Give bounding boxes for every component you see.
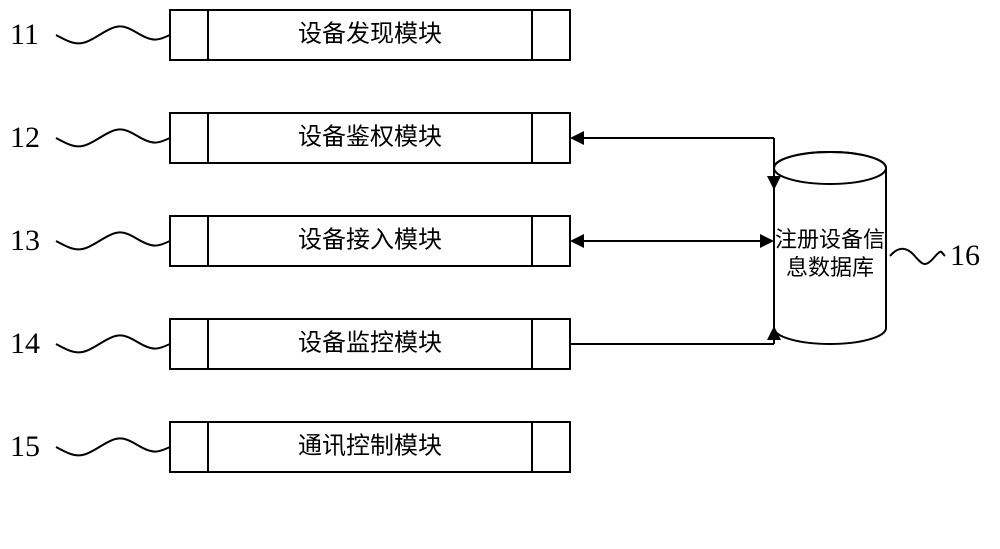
squiggle-12 (56, 129, 170, 146)
module-11-label: 设备发现模块 (298, 21, 442, 48)
module-12: 设备鉴权模块 12 (10, 113, 570, 163)
module-13: 设备接入模块 13 (10, 216, 570, 266)
module-14-number: 14 (10, 327, 40, 360)
database: 注册设备信息数据库 16 (774, 152, 980, 344)
squiggle-14 (56, 335, 170, 352)
arrow-12-db (584, 138, 774, 204)
squiggle-16 (890, 249, 945, 264)
module-11-number: 11 (10, 18, 39, 51)
module-13-number: 13 (10, 224, 40, 257)
module-15: 通讯控制模块 15 (10, 422, 570, 472)
module-14-label: 设备监控模块 (298, 330, 442, 357)
squiggle-13 (56, 232, 170, 249)
database-label-line-0: 注册设备信 (775, 227, 885, 252)
module-14: 设备监控模块 14 (10, 319, 570, 369)
arrow-14-db (570, 312, 774, 344)
module-15-label: 通讯控制模块 (298, 433, 442, 460)
database-label-line-1: 息数据库 (786, 255, 874, 280)
squiggle-15 (56, 438, 170, 455)
squiggle-11 (56, 26, 170, 43)
database-number: 16 (950, 239, 980, 272)
module-12-label: 设备鉴权模块 (298, 124, 442, 151)
module-12-number: 12 (10, 121, 40, 154)
module-13-label: 设备接入模块 (298, 227, 442, 254)
module-15-number: 15 (10, 430, 40, 463)
module-11: 设备发现模块 11 (10, 10, 570, 60)
